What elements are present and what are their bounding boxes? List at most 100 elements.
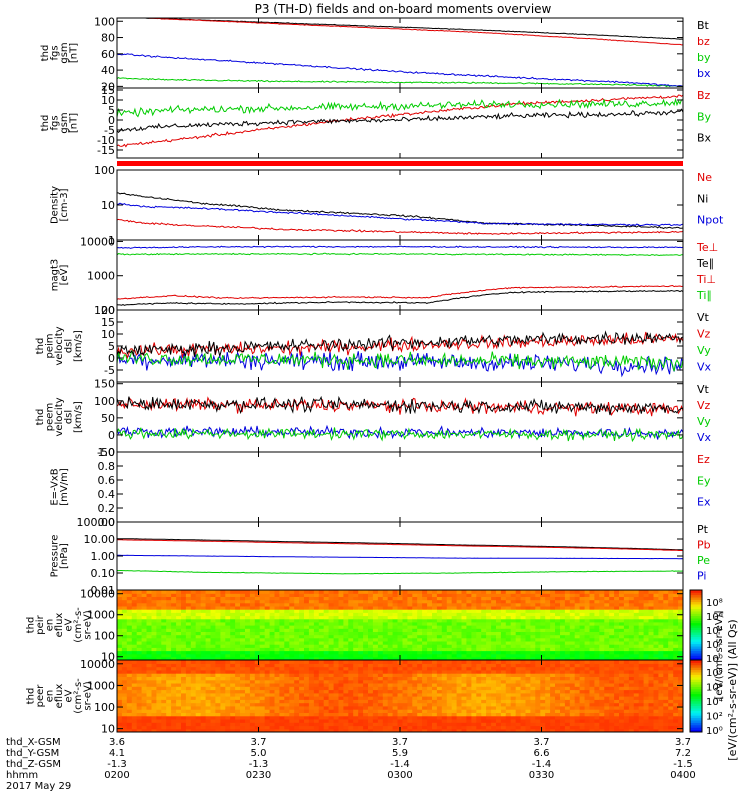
heatmap-cell <box>166 612 172 617</box>
heatmap-cell <box>417 669 423 674</box>
heatmap-cell <box>294 612 300 617</box>
heatmap-cell <box>382 718 389 723</box>
heatmap-cell <box>161 628 167 632</box>
heatmap-cell <box>245 637 251 642</box>
heatmap-cell <box>653 618 659 623</box>
heatmap-cell <box>254 712 261 717</box>
heatmap-cell <box>481 650 487 655</box>
heatmap-cell <box>299 634 305 639</box>
heatmap-cell <box>372 628 379 632</box>
heatmap-cell <box>461 702 467 707</box>
heatmap-cell <box>235 725 241 730</box>
heatmap-cell <box>225 725 231 730</box>
heatmap-cell <box>279 590 285 594</box>
heatmap-cell <box>141 699 148 704</box>
heatmap-cell <box>530 722 536 727</box>
heatmap-cell <box>510 725 517 730</box>
heatmap-cell <box>363 705 369 710</box>
heatmap-cell <box>510 599 517 604</box>
heatmap-cell <box>353 621 359 626</box>
heatmap-cell <box>402 634 408 639</box>
heatmap-cell <box>515 615 522 620</box>
heatmap-cell <box>619 593 625 597</box>
heatmap-cell <box>353 602 359 607</box>
heatmap-cell <box>402 602 408 607</box>
heatmap-cell <box>422 590 428 594</box>
heatmap-cell <box>171 709 177 713</box>
heatmap-cell <box>540 647 546 652</box>
heatmap-cell <box>259 696 266 700</box>
heatmap-cell <box>264 640 271 645</box>
heatmap-cell <box>609 602 615 607</box>
heatmap-cell <box>446 705 453 710</box>
heatmap-cell <box>653 596 659 601</box>
heatmap-cell <box>368 644 374 648</box>
heatmap-cell <box>328 640 335 645</box>
heatmap-cell <box>121 615 128 620</box>
heatmap-cell <box>304 605 310 610</box>
y-axis-label: gsm <box>59 112 70 133</box>
legend-Ey: Ey <box>697 474 711 487</box>
heatmap-cell <box>446 647 453 652</box>
heatmap-cell <box>574 612 581 617</box>
heatmap-cell <box>525 625 531 629</box>
heatmap-cell <box>313 647 320 652</box>
heatmap-cell <box>171 612 177 617</box>
heatmap-cell <box>230 640 236 645</box>
heatmap-cell <box>678 637 683 642</box>
heatmap-cell <box>126 647 133 652</box>
heatmap-cell <box>427 689 433 694</box>
heatmap-cell <box>323 590 330 594</box>
heatmap-cell <box>176 612 182 617</box>
heatmap-cell <box>358 676 364 681</box>
colorbar-step <box>690 615 702 619</box>
heatmap-cell <box>245 631 251 636</box>
heatmap-cell <box>220 644 226 648</box>
heatmap-cell <box>185 625 192 629</box>
heatmap-cell <box>185 612 192 617</box>
heatmap-cell <box>205 628 212 632</box>
heatmap-cell <box>348 609 354 613</box>
heatmap-cell <box>525 725 531 730</box>
heatmap-cell <box>131 628 138 632</box>
heatmap-cell <box>496 640 502 645</box>
heatmap-cell <box>584 722 591 727</box>
heatmap-cell <box>550 692 556 697</box>
heatmap-cell <box>259 590 266 594</box>
heatmap-cell <box>284 631 290 636</box>
heatmap-cell <box>653 609 659 613</box>
heatmap-cell <box>451 666 458 671</box>
heatmap-cell <box>289 669 295 674</box>
heatmap-cell <box>274 718 280 723</box>
heatmap-cell <box>486 699 492 704</box>
heatmap-cell <box>569 621 576 626</box>
heatmap-cell <box>530 634 536 639</box>
heatmap-cell <box>589 699 595 704</box>
heatmap-cell <box>225 718 231 723</box>
heatmap-cell <box>550 725 556 730</box>
heatmap-cell <box>358 656 364 660</box>
heatmap-cell <box>638 656 645 660</box>
heatmap-cell <box>126 699 133 704</box>
heatmap-cell <box>176 673 182 677</box>
heatmap-cell <box>269 650 276 655</box>
heatmap-cell <box>491 660 497 664</box>
heatmap-cell <box>304 666 310 671</box>
heatmap-cell <box>166 676 172 681</box>
heatmap-cell <box>264 663 271 668</box>
heatmap-cell <box>230 612 236 617</box>
heatmap-cell <box>279 702 285 707</box>
heatmap-cell <box>673 647 679 652</box>
heatmap-cell <box>299 621 305 626</box>
heatmap-cell <box>535 590 541 594</box>
heatmap-cell <box>372 602 379 607</box>
heatmap-cell <box>156 676 162 681</box>
heatmap-cell <box>436 689 443 694</box>
heatmap-cell <box>540 593 546 597</box>
heatmap-cell <box>496 676 502 681</box>
heatmap-cell <box>215 666 221 671</box>
heatmap-cell <box>663 612 669 617</box>
heatmap-cell <box>584 709 591 713</box>
heatmap-cell <box>136 631 143 636</box>
heatmap-cell <box>520 596 527 601</box>
